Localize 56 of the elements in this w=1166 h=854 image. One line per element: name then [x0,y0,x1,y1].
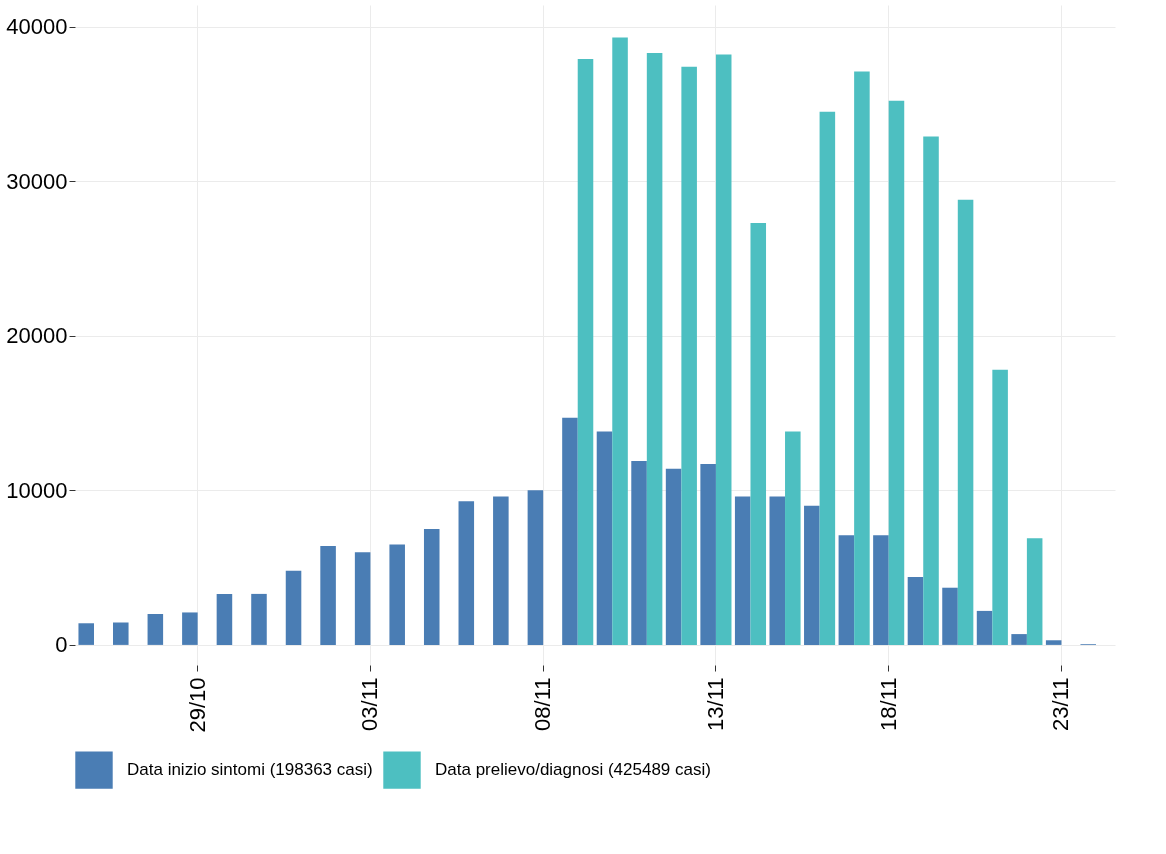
x-tick-label: 23/11 [1048,677,1074,731]
legend-label: Data inizio sintomi (198363 casi) [127,760,373,780]
bar [285,570,302,645]
bar [1026,538,1043,645]
bar [646,52,663,645]
legend-label: Data prelievo/diagnosi (425489 casi) [435,760,711,780]
y-tick-label: 10000 [6,477,68,503]
bar [493,496,509,645]
bar [216,593,233,645]
bar [715,54,732,645]
bar [147,613,164,645]
bar [923,136,939,645]
bar [562,417,578,645]
bar [907,576,924,645]
y-tick-label: 40000 [6,14,68,40]
bar [458,501,475,645]
bar [612,37,628,645]
bar [577,59,594,645]
bar [423,528,440,645]
bar [873,535,889,645]
x-tick-label: 13/11 [702,677,728,731]
bar [251,593,267,645]
bar [819,111,836,645]
bar [785,431,801,645]
bar [888,100,905,645]
y-tick-label: 30000 [6,168,68,194]
bar [976,610,993,645]
y-tick-label: 20000 [6,323,68,349]
x-tick-label: 29/10 [184,677,210,733]
bar [596,431,613,645]
x-tick-label: 03/11 [357,677,383,731]
bar [681,66,697,645]
bar [113,622,129,645]
bar [631,460,647,645]
bar [1045,640,1062,645]
bar [527,490,544,645]
bar [838,535,855,645]
bar [389,544,405,645]
bar [665,468,682,645]
bar [769,496,786,645]
bar [854,71,870,645]
bar [182,612,198,645]
bar [804,505,820,645]
bar [942,587,958,645]
y-tick-label: 0 [55,632,68,658]
bar [354,552,371,645]
bar [320,545,336,645]
bar [1011,634,1027,645]
x-tick-label: 08/11 [530,677,556,731]
x-tick-label: 18/11 [875,677,901,731]
bar [700,464,716,645]
bar [78,623,94,645]
bar [992,369,1008,645]
bar [750,222,767,645]
bar [734,496,751,645]
bar [957,199,974,645]
